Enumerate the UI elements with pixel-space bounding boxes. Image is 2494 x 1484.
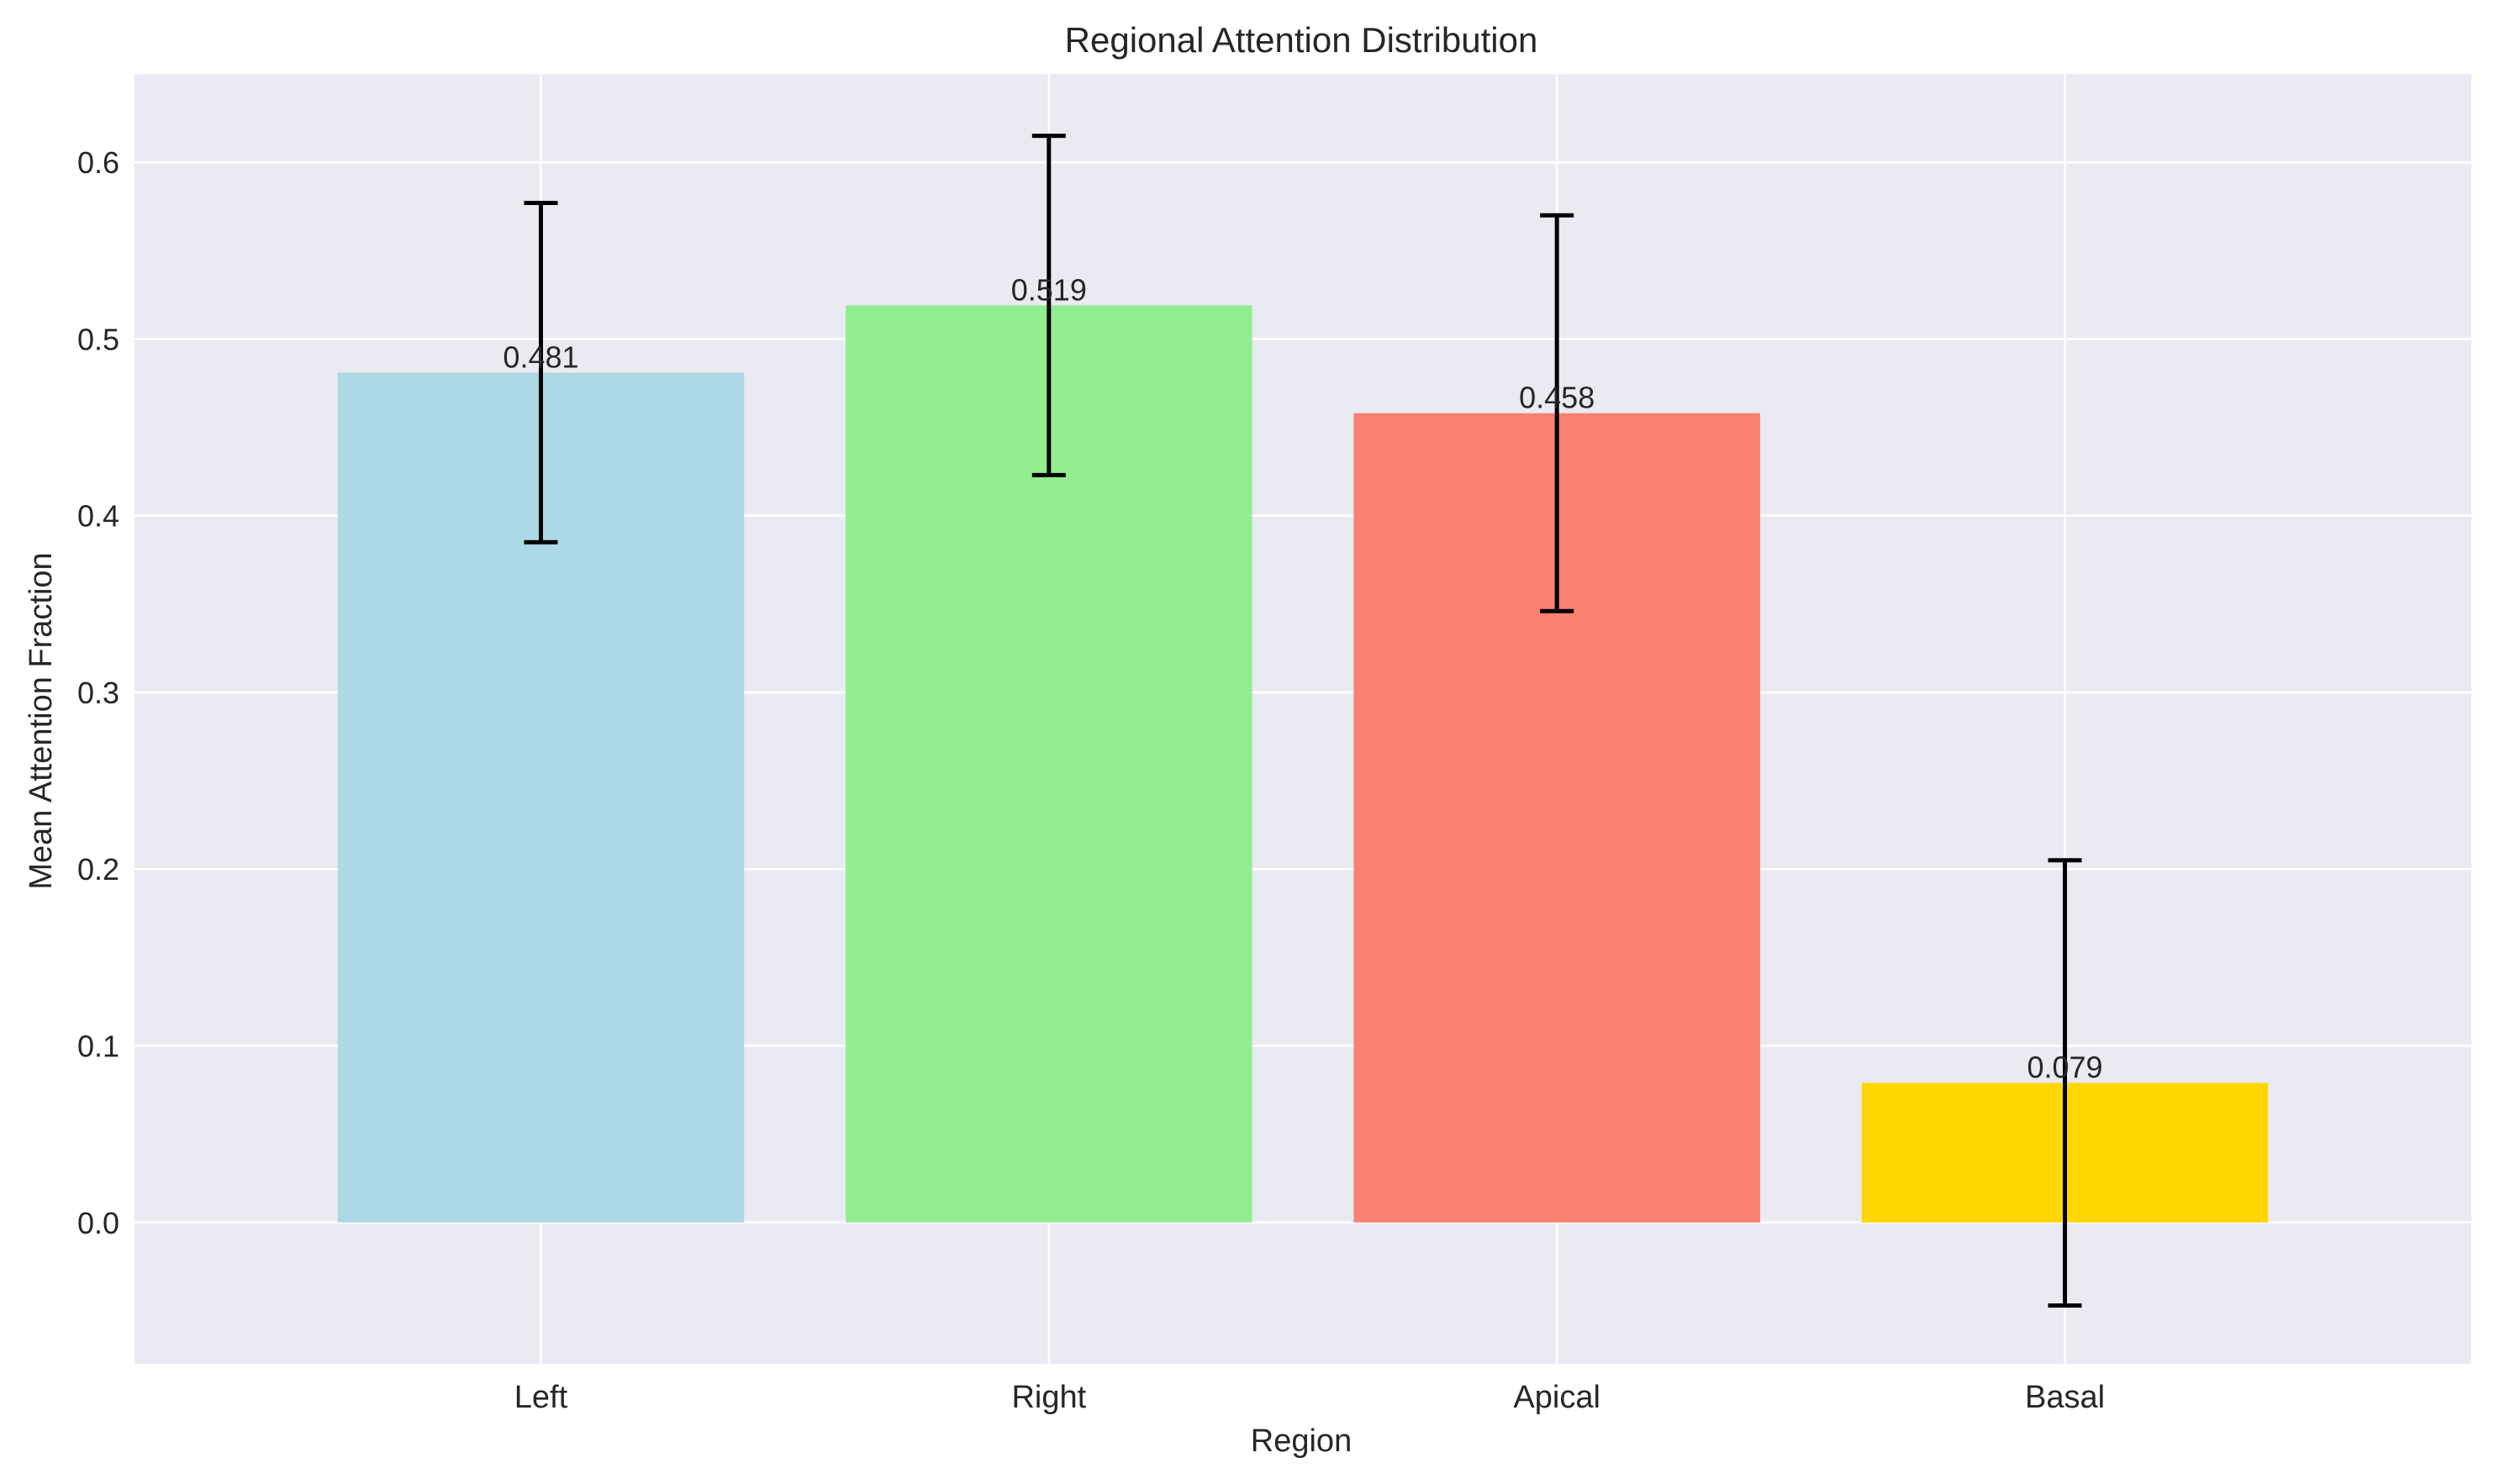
y-tick-label: 0.5 bbox=[77, 322, 119, 356]
y-tick-label: 0.3 bbox=[77, 676, 119, 710]
x-tick-label: Left bbox=[514, 1380, 568, 1415]
value-labels: 0.481 0.519 0.458 0.079 bbox=[503, 272, 2102, 1084]
x-tick-labels: Left Right Apical Basal bbox=[514, 1380, 2105, 1415]
y-tick-label: 0.4 bbox=[77, 499, 119, 534]
x-tick-label: Right bbox=[1011, 1380, 1086, 1415]
x-tick-label: Basal bbox=[2025, 1380, 2105, 1415]
y-axis-label: Mean Attention Fraction bbox=[24, 552, 59, 889]
value-label: 0.481 bbox=[503, 339, 578, 374]
y-tick-labels: 0.0 0.1 0.2 0.3 0.4 0.5 0.6 bbox=[77, 145, 119, 1240]
x-axis-label: Region bbox=[1251, 1423, 1352, 1459]
x-tick-label: Apical bbox=[1513, 1380, 1600, 1415]
y-tick-label: 0.0 bbox=[77, 1206, 119, 1240]
value-label: 0.079 bbox=[2027, 1050, 2102, 1085]
value-label: 0.458 bbox=[1519, 381, 1595, 415]
chart-title: Regional Attention Distribution bbox=[1065, 20, 1538, 60]
y-tick-label: 0.6 bbox=[77, 145, 119, 180]
y-tick-label: 0.1 bbox=[77, 1029, 119, 1064]
y-tick-label: 0.2 bbox=[77, 852, 119, 887]
error-bars bbox=[524, 134, 2082, 1308]
value-label: 0.519 bbox=[1011, 272, 1087, 307]
